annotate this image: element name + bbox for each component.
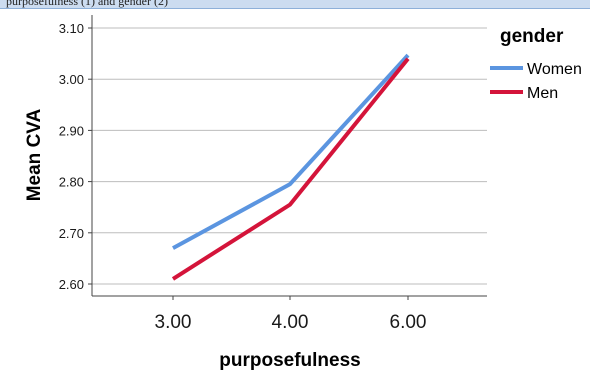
x-tick-labels: 3.00 4.00 6.00 xyxy=(155,296,427,333)
legend: Women Men xyxy=(490,61,582,102)
y-tick-label: 2.80 xyxy=(59,175,84,190)
header-text: purposefulness (1) and gender (2) xyxy=(6,0,168,8)
y-axis-title: Mean CVA xyxy=(24,108,45,201)
x-tick-label: 3.00 xyxy=(155,312,192,333)
y-tick-label: 3.10 xyxy=(59,21,84,36)
series-line-women xyxy=(172,53,410,250)
y-tick-label: 3.00 xyxy=(59,72,84,87)
header-strip: purposefulness (1) and gender (2) xyxy=(0,0,590,9)
series-lines xyxy=(171,53,410,281)
x-tick-label: 4.00 xyxy=(272,312,309,333)
x-axis-title: purposefulness xyxy=(219,350,360,371)
y-tick-label: 2.70 xyxy=(59,226,84,241)
y-tick-label: 2.60 xyxy=(59,277,84,292)
legend-title: gender xyxy=(500,26,564,47)
y-tick-label: 2.90 xyxy=(59,123,84,138)
legend-label-men: Men xyxy=(527,85,558,102)
legend-label-women: Women xyxy=(527,61,582,78)
gridlines xyxy=(92,27,487,285)
series-line-men xyxy=(171,57,410,281)
x-tick-label: 6.00 xyxy=(390,312,427,333)
y-tick-labels: 2.60 2.70 2.80 2.90 3.00 3.10 xyxy=(59,21,92,292)
